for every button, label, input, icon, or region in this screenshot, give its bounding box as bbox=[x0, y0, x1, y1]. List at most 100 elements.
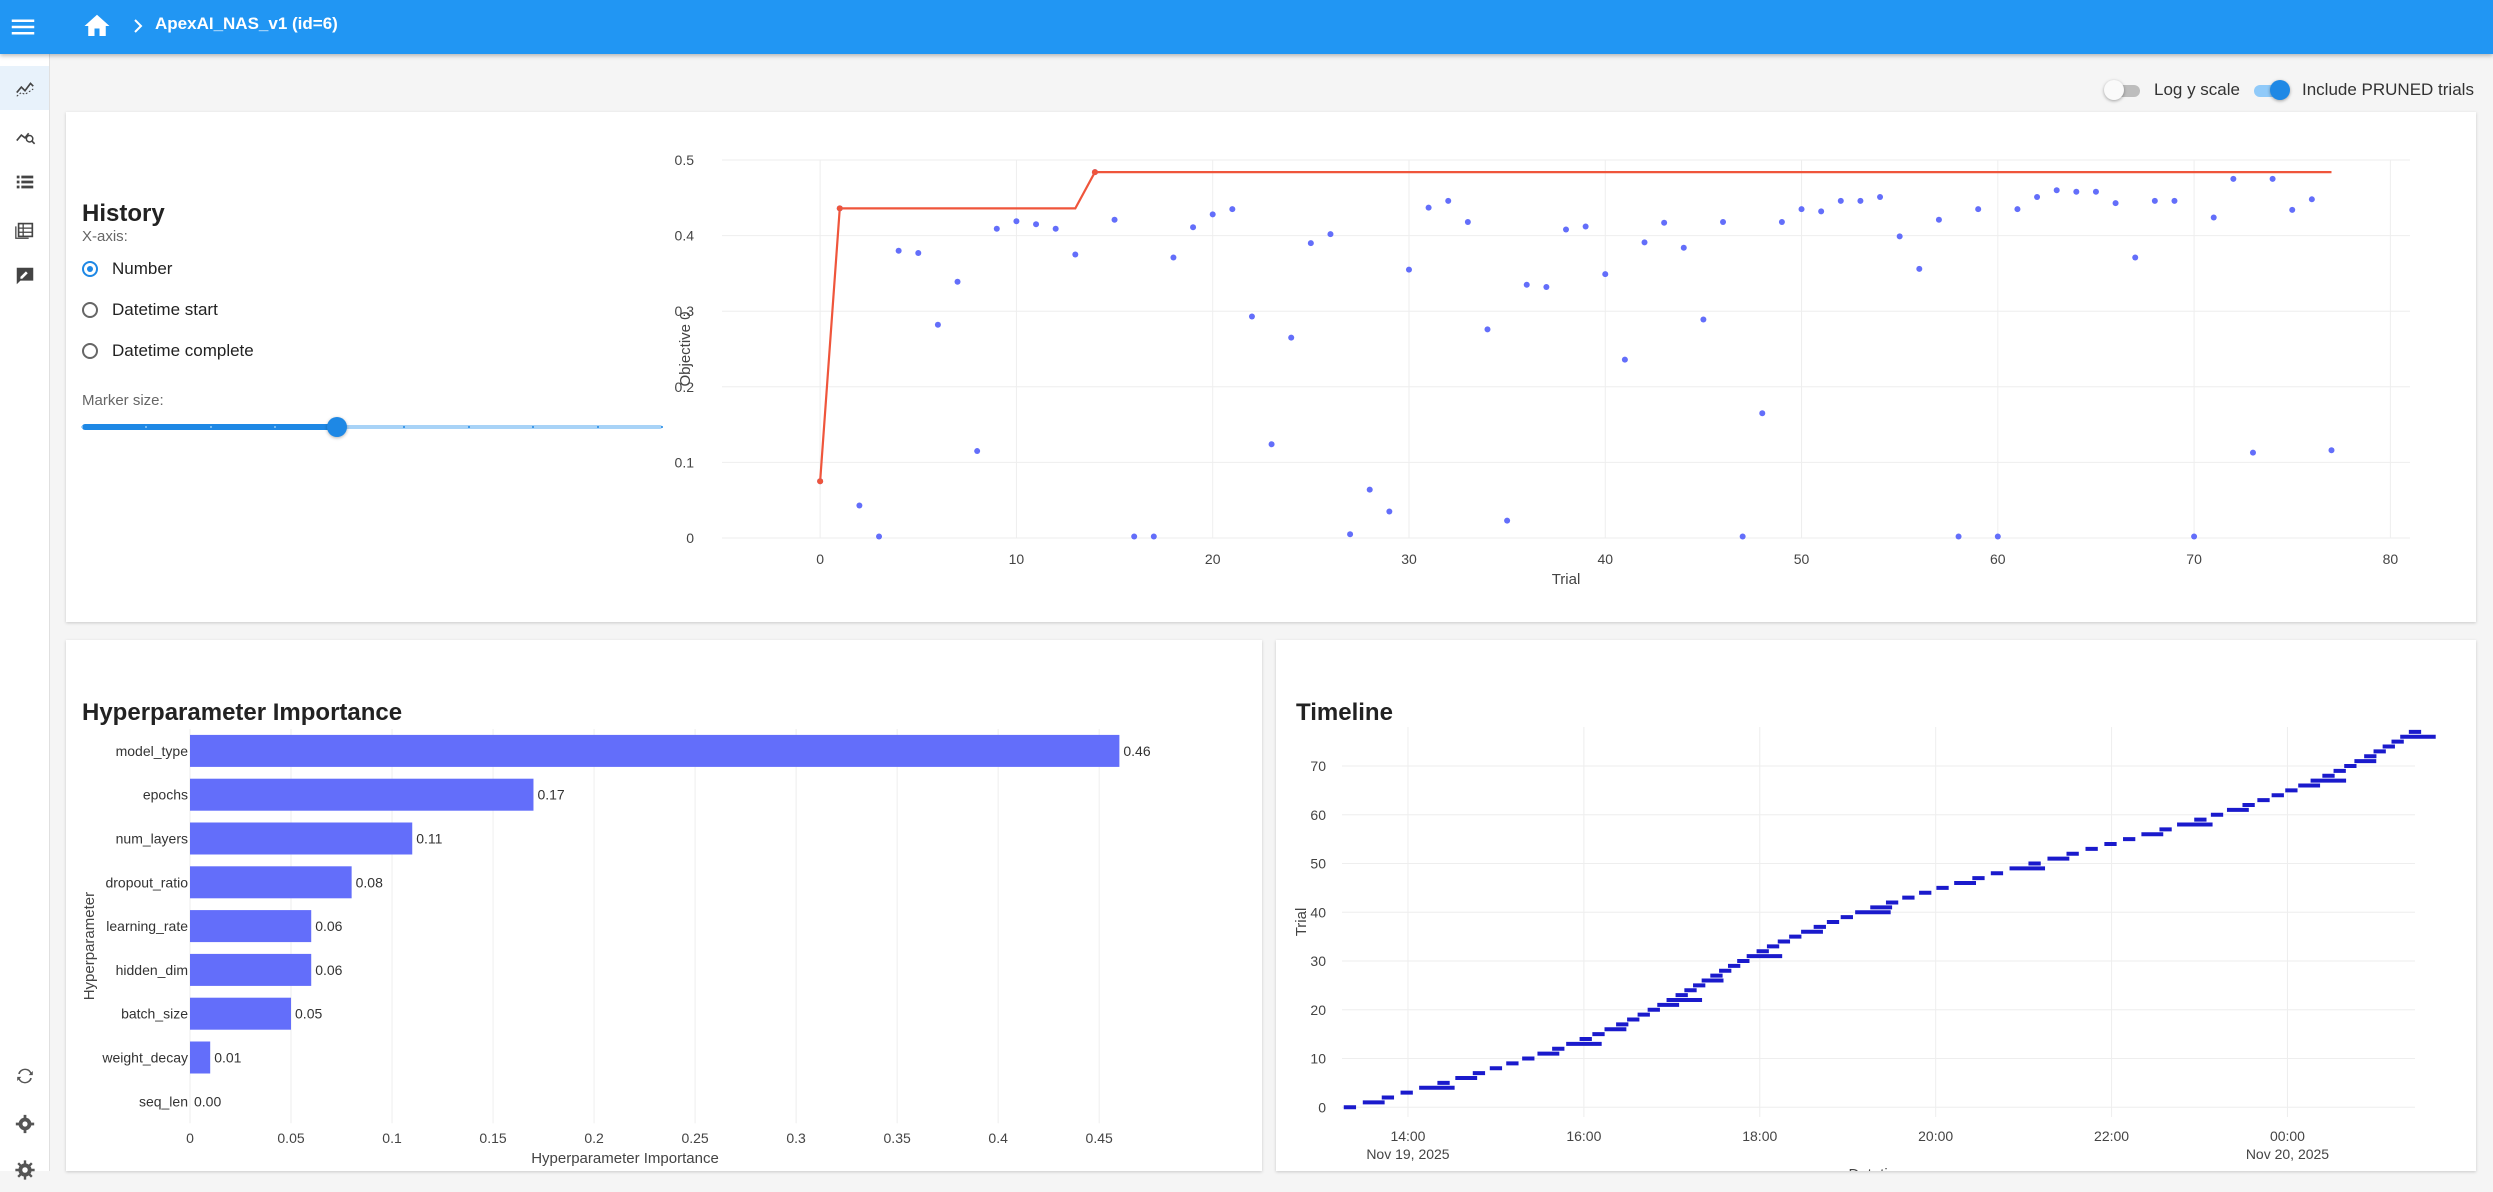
slider-tick bbox=[209, 426, 212, 428]
trial-point bbox=[1621, 356, 1628, 363]
menu-icon[interactable] bbox=[8, 12, 38, 42]
trial-duration-bar bbox=[1592, 1032, 1605, 1037]
history-title: History bbox=[82, 199, 165, 227]
marker-size-slider[interactable] bbox=[81, 416, 663, 438]
slider-tick bbox=[661, 426, 663, 428]
trial-duration-bar bbox=[2085, 846, 2098, 851]
log-y-switch[interactable] bbox=[2104, 80, 2142, 100]
trial-duration-bar bbox=[2066, 851, 2079, 856]
importance-card bbox=[66, 640, 1262, 1171]
y-tick-label: 60 bbox=[1310, 807, 1326, 823]
x-tick-label: 50 bbox=[1794, 551, 1810, 567]
radio-datetime-complete-label: Datetime complete bbox=[112, 341, 254, 360]
radio-datetime-complete[interactable]: Datetime complete bbox=[82, 341, 254, 361]
category-label: epochs bbox=[143, 787, 188, 803]
importance-bar bbox=[190, 734, 1120, 767]
trial-duration-bar bbox=[1675, 993, 1688, 998]
x-tick-label: 16:00 bbox=[1566, 1128, 1601, 1144]
x-tick-label: 0.25 bbox=[681, 1130, 708, 1146]
history-chart: 0 0.1 0.2 0.3 0.4 0.5 0 10 20 30 40 50 60 70 80 Trial Ob… bbox=[675, 152, 2410, 588]
x-tick-date-label: Nov 20, 2025 bbox=[2246, 1146, 2329, 1162]
radio-number[interactable]: Number bbox=[82, 259, 172, 279]
slider-thumb[interactable] bbox=[327, 417, 348, 437]
history-nav[interactable] bbox=[0, 66, 49, 110]
trial-point bbox=[1111, 216, 1118, 223]
trial-duration-bar bbox=[2382, 744, 2395, 749]
timeline-chart: 0 10 20 30 40 50 60 70 14:00 Nov 19, 2025 16:00 18:… bbox=[1293, 727, 2436, 1171]
radio-number-button[interactable] bbox=[82, 261, 98, 277]
trial-duration-bar bbox=[1627, 1017, 1640, 1022]
trial-duration-bar bbox=[2373, 749, 2386, 754]
x-tick-label: 0.4 bbox=[988, 1130, 1008, 1146]
trial-duration-bar bbox=[2298, 783, 2321, 788]
importance-bar bbox=[190, 822, 413, 855]
side-navigation bbox=[0, 54, 50, 1180]
trial-point bbox=[1484, 326, 1491, 333]
reload-nav[interactable] bbox=[0, 1054, 49, 1098]
radio-datetime-complete-button[interactable] bbox=[82, 343, 98, 359]
analytics-nav[interactable] bbox=[0, 114, 49, 158]
x-tick-label: 60 bbox=[1990, 551, 2006, 567]
trial-duration-bar bbox=[1936, 885, 1949, 890]
trend-line-icon bbox=[15, 82, 34, 97]
log-y-toggle[interactable]: Log y scale bbox=[2104, 72, 2240, 108]
trial-duration-bar bbox=[2047, 856, 2070, 861]
importance-chart: 0 0.05 0.1 0.15 0.2 0.25 0.3 0.35 0.4 0.45 model_t… bbox=[81, 729, 1151, 1167]
importance-bar bbox=[190, 997, 292, 1030]
trial-point bbox=[1523, 281, 1530, 288]
trial-point bbox=[1288, 334, 1295, 341]
trial-duration-bar bbox=[2210, 812, 2224, 817]
category-label: hidden_dim bbox=[116, 962, 188, 978]
bar-value-label: 0.05 bbox=[295, 1006, 322, 1022]
trials-list-nav[interactable] bbox=[0, 160, 49, 204]
trial-duration-bar bbox=[1657, 1002, 1680, 1007]
trial-duration-bar bbox=[1566, 1041, 1602, 1046]
trial-point bbox=[2289, 206, 2296, 213]
trial-duration-bar bbox=[2364, 754, 2377, 759]
radio-datetime-start-button[interactable] bbox=[82, 302, 98, 318]
pruned-switch[interactable] bbox=[2252, 80, 2290, 100]
trial-duration-bar bbox=[1789, 934, 1802, 939]
trial-point bbox=[1739, 533, 1746, 540]
trial-point bbox=[1661, 219, 1668, 226]
best-point bbox=[817, 478, 824, 485]
x-tick-label: 14:00 bbox=[1390, 1128, 1425, 1144]
trial-duration-bar bbox=[1766, 944, 1780, 949]
radio-datetime-start[interactable]: Datetime start bbox=[82, 300, 218, 320]
trial-duration-bar bbox=[1552, 1046, 1565, 1051]
slider-tick bbox=[403, 426, 406, 428]
home-icon[interactable] bbox=[82, 11, 112, 41]
trial-point bbox=[1033, 221, 1040, 228]
trial-duration-bar bbox=[2285, 788, 2298, 793]
trial-duration-bar bbox=[1919, 890, 1932, 895]
trial-point bbox=[1052, 225, 1059, 232]
cog-icon bbox=[14, 1160, 35, 1180]
category-label: model_type bbox=[116, 743, 189, 759]
chevron-right-icon bbox=[126, 14, 150, 38]
study-title[interactable]: ApexAI_NAS_v1 (id=6) bbox=[155, 14, 338, 33]
trials-table-nav[interactable] bbox=[0, 208, 49, 252]
timeline-title: Timeline bbox=[1296, 698, 1393, 726]
bar-value-label: 0.01 bbox=[214, 1050, 241, 1066]
trial-point bbox=[2249, 449, 2256, 456]
importance-bar bbox=[190, 1041, 211, 1074]
trial-duration-bar bbox=[2141, 832, 2164, 837]
pruned-toggle[interactable]: Include PRUNED trials bbox=[2252, 72, 2474, 108]
settings-nav[interactable] bbox=[0, 1102, 49, 1146]
trial-point bbox=[1857, 197, 1864, 204]
y-tick-label: 40 bbox=[1310, 904, 1326, 920]
note-nav[interactable] bbox=[0, 254, 49, 298]
trial-point bbox=[856, 502, 863, 509]
preferences-nav[interactable] bbox=[0, 1148, 49, 1192]
slider-tick bbox=[145, 426, 148, 428]
y-tick-label: 0.2 bbox=[675, 379, 695, 395]
trial-point bbox=[1916, 265, 1923, 272]
trial-duration-bar bbox=[1537, 1051, 1560, 1056]
trial-point bbox=[1818, 208, 1825, 215]
trial-point bbox=[2191, 533, 2198, 540]
trial-point bbox=[1131, 533, 1138, 540]
trial-point bbox=[1798, 206, 1805, 213]
trial-point bbox=[1582, 223, 1589, 230]
x-tick-label: 0.3 bbox=[786, 1130, 806, 1146]
trial-point bbox=[1504, 517, 1511, 524]
